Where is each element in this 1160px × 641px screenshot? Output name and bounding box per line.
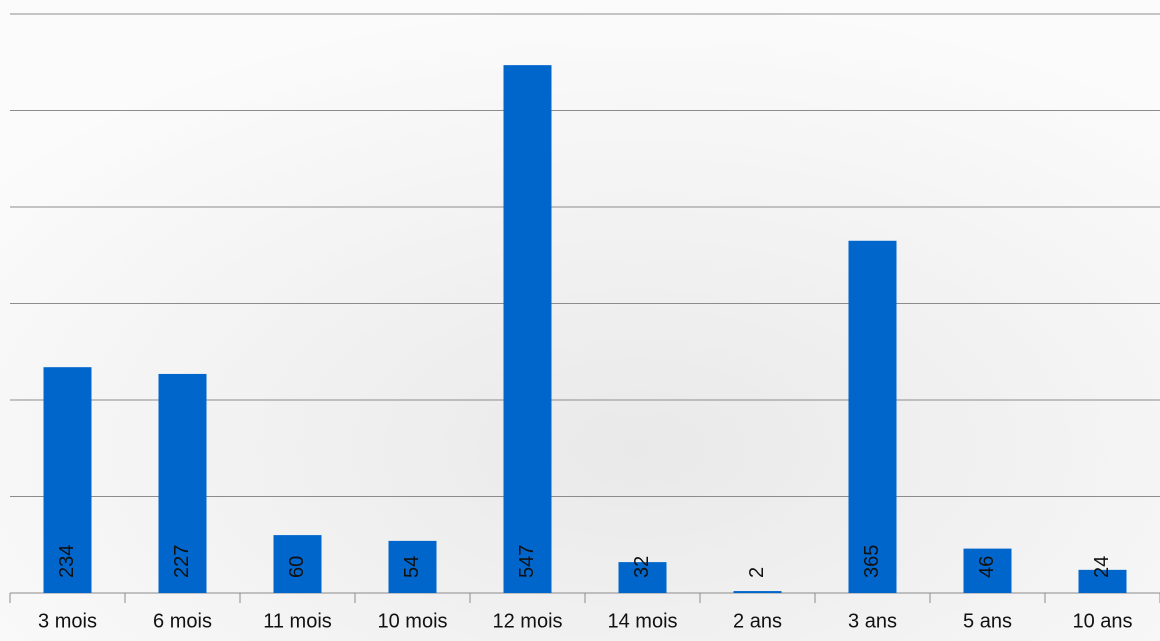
data-label: 547	[516, 545, 538, 578]
data-label: 2	[746, 567, 768, 578]
bar	[963, 548, 1012, 593]
x-tick-label: 10 mois	[377, 610, 447, 632]
data-label: 60	[286, 556, 308, 578]
bar	[1078, 569, 1127, 593]
bar	[158, 373, 207, 593]
bar	[388, 540, 437, 593]
x-tick-label: 6 mois	[153, 610, 212, 632]
x-tick-label: 3 ans	[848, 610, 897, 632]
data-label: 24	[1091, 556, 1113, 578]
x-tick-label: 10 ans	[1072, 610, 1132, 632]
bar	[848, 240, 897, 593]
data-label: 32	[631, 556, 653, 578]
bar	[618, 562, 667, 593]
data-label: 234	[56, 545, 78, 578]
bar	[733, 591, 782, 593]
x-tick-label: 2 ans	[733, 610, 782, 632]
bar	[273, 535, 322, 593]
x-tick-label: 11 mois	[263, 610, 332, 632]
x-tick-label: 14 mois	[607, 610, 677, 632]
x-tick-label: 5 ans	[963, 610, 1012, 632]
data-label: 46	[976, 556, 998, 578]
bar	[43, 367, 92, 593]
x-tick-label: 3 mois	[38, 610, 97, 632]
x-tick-label: 12 mois	[492, 610, 562, 632]
data-label: 365	[861, 545, 883, 578]
data-label: 54	[401, 556, 423, 578]
data-label: 227	[171, 545, 193, 578]
bar	[503, 65, 552, 593]
